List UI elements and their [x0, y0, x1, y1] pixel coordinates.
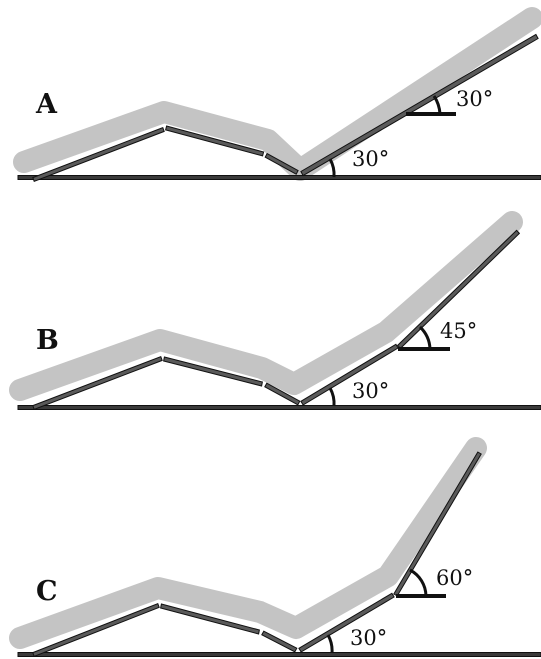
inner-angle-label-a: 30° — [352, 147, 389, 171]
mattress-cushion — [13, 7, 541, 181]
board-segment-leg — [32, 355, 163, 411]
back-angle-label-c: 60° — [436, 566, 473, 590]
panel-letter-c: C — [36, 576, 58, 607]
board-segment-back — [300, 33, 539, 177]
panel-letter-a: A — [35, 89, 58, 120]
back-angle-arc — [432, 95, 442, 115]
inner-angle-label-b: 30° — [352, 379, 389, 403]
board-segment-leg — [32, 602, 160, 658]
floor-line — [17, 175, 541, 180]
mattress-cushion — [9, 211, 523, 401]
board-segment-seat — [264, 152, 299, 175]
panel-c: C 30° 60° — [9, 437, 541, 658]
board-segment-leg — [32, 126, 165, 183]
back-angle-label-b: 45° — [440, 319, 477, 343]
board-segment-seat — [264, 382, 301, 406]
panel-b: B 30° 45° — [9, 211, 541, 411]
inner-angle-arc — [328, 158, 336, 178]
inner-angle-arc — [328, 387, 336, 407]
floor-line — [17, 652, 541, 657]
floor-line — [17, 405, 541, 410]
board-segment-thigh — [164, 125, 265, 157]
panel-a: A 30° 30° — [13, 7, 541, 183]
board-segment-back-lower — [298, 592, 395, 653]
back-angle-arc — [418, 325, 432, 350]
board-segment-thigh — [163, 356, 263, 387]
back-angle-arc — [409, 568, 428, 597]
mattress-cushion — [9, 437, 487, 649]
panel-letter-b: B — [36, 325, 59, 356]
inner-angle-arc — [326, 634, 334, 654]
back-angle-label-a: 30° — [456, 87, 493, 111]
board-segment-seat — [261, 630, 298, 653]
board-segment-thigh — [160, 603, 260, 635]
inner-angle-label-c: 30° — [350, 626, 387, 650]
